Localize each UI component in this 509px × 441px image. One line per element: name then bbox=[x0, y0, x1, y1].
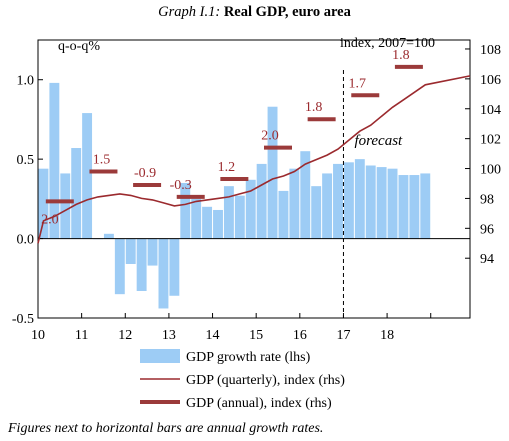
annual-growth-label: 1.8 bbox=[392, 48, 410, 63]
x-tick-label: 10 bbox=[31, 328, 45, 343]
growth-bar bbox=[191, 198, 202, 239]
x-tick-label: 13 bbox=[162, 328, 176, 343]
annual-growth-label: 1.7 bbox=[349, 76, 367, 91]
growth-bar bbox=[71, 148, 82, 239]
growth-bar bbox=[343, 162, 354, 239]
legend-swatch-bar bbox=[140, 349, 180, 363]
growth-bar bbox=[333, 163, 343, 239]
title-prefix: Graph I.1: bbox=[158, 4, 221, 20]
left-tick-label: -0.5 bbox=[12, 312, 34, 327]
x-tick-label: 11 bbox=[75, 328, 88, 343]
legend-label: GDP (quarterly), index (rhs) bbox=[186, 373, 345, 388]
annual-growth-label: 1.5 bbox=[93, 153, 111, 168]
growth-bar bbox=[278, 190, 289, 239]
growth-bar bbox=[398, 175, 409, 239]
growth-bar bbox=[267, 106, 278, 239]
growth-bar bbox=[289, 168, 300, 239]
growth-bar bbox=[223, 186, 234, 239]
annual-growth-label: -0.3 bbox=[170, 178, 192, 193]
legend-label: GDP growth rate (lhs) bbox=[186, 350, 311, 365]
growth-bar bbox=[354, 159, 365, 239]
x-tick-label: 14 bbox=[206, 328, 220, 343]
x-tick-label: 12 bbox=[118, 328, 132, 343]
growth-bar bbox=[103, 233, 114, 239]
forecast-label: forecast bbox=[354, 133, 403, 149]
growth-bar bbox=[49, 82, 60, 239]
growth-bar bbox=[256, 163, 267, 239]
growth-bar bbox=[245, 179, 256, 239]
growth-bar bbox=[114, 238, 125, 295]
right-tick-label: 104 bbox=[480, 103, 501, 118]
growth-bar bbox=[82, 113, 93, 239]
annual-growth-label: 1.2 bbox=[218, 160, 236, 175]
x-tick-label: 18 bbox=[380, 328, 394, 343]
growth-bar bbox=[387, 168, 398, 239]
growth-bar bbox=[234, 195, 245, 239]
growth-bar bbox=[147, 238, 158, 266]
right-tick-label: 94 bbox=[480, 252, 494, 267]
growth-bar bbox=[38, 168, 49, 239]
growth-bar bbox=[300, 151, 311, 239]
left-tick-label: 0.0 bbox=[17, 233, 35, 248]
right-tick-label: 106 bbox=[480, 73, 501, 88]
growth-bar bbox=[158, 238, 169, 309]
growth-bar bbox=[180, 182, 191, 239]
growth-bar bbox=[125, 238, 136, 264]
footnote: Figures next to horizontal bars are annu… bbox=[8, 421, 324, 436]
left-axis-title: q-o-q% bbox=[58, 39, 100, 54]
annual-growth-label: 2.0 bbox=[41, 212, 59, 227]
right-tick-label: 108 bbox=[480, 43, 501, 58]
x-tick-label: 16 bbox=[293, 328, 307, 343]
growth-bar bbox=[169, 238, 180, 296]
growth-bar bbox=[60, 173, 71, 239]
growth-bar bbox=[420, 173, 431, 239]
growth-bar bbox=[376, 167, 387, 239]
title-main: Real GDP, euro area bbox=[223, 4, 351, 20]
legend-label: GDP (annual), index (rhs) bbox=[186, 396, 332, 411]
right-tick-label: 96 bbox=[480, 222, 494, 237]
growth-bar bbox=[213, 209, 223, 239]
x-tick-label: 15 bbox=[249, 328, 263, 343]
annual-growth-label: -0.9 bbox=[134, 166, 156, 181]
growth-bar bbox=[322, 173, 333, 239]
annual-growth-label: 1.8 bbox=[305, 100, 323, 115]
right-tick-label: 100 bbox=[480, 163, 501, 178]
growth-bar bbox=[202, 206, 213, 239]
left-tick-label: 1.0 bbox=[17, 74, 35, 89]
annual-growth-label: 2.0 bbox=[261, 129, 279, 144]
right-tick-label: 102 bbox=[480, 133, 501, 148]
left-tick-label: 0.5 bbox=[17, 153, 35, 168]
quarterly-index-line bbox=[37, 75, 471, 244]
chart-title: Graph I.1: Real GDP, euro area bbox=[0, 4, 509, 21]
growth-bar bbox=[311, 186, 322, 239]
growth-bar bbox=[365, 165, 376, 239]
right-tick-label: 98 bbox=[480, 192, 494, 207]
growth-bar bbox=[409, 175, 420, 239]
plot-frame bbox=[37, 39, 471, 319]
right-axis-title: index, 2007=100 bbox=[340, 36, 435, 51]
x-tick-label: 17 bbox=[336, 328, 350, 343]
growth-bar bbox=[136, 238, 147, 291]
